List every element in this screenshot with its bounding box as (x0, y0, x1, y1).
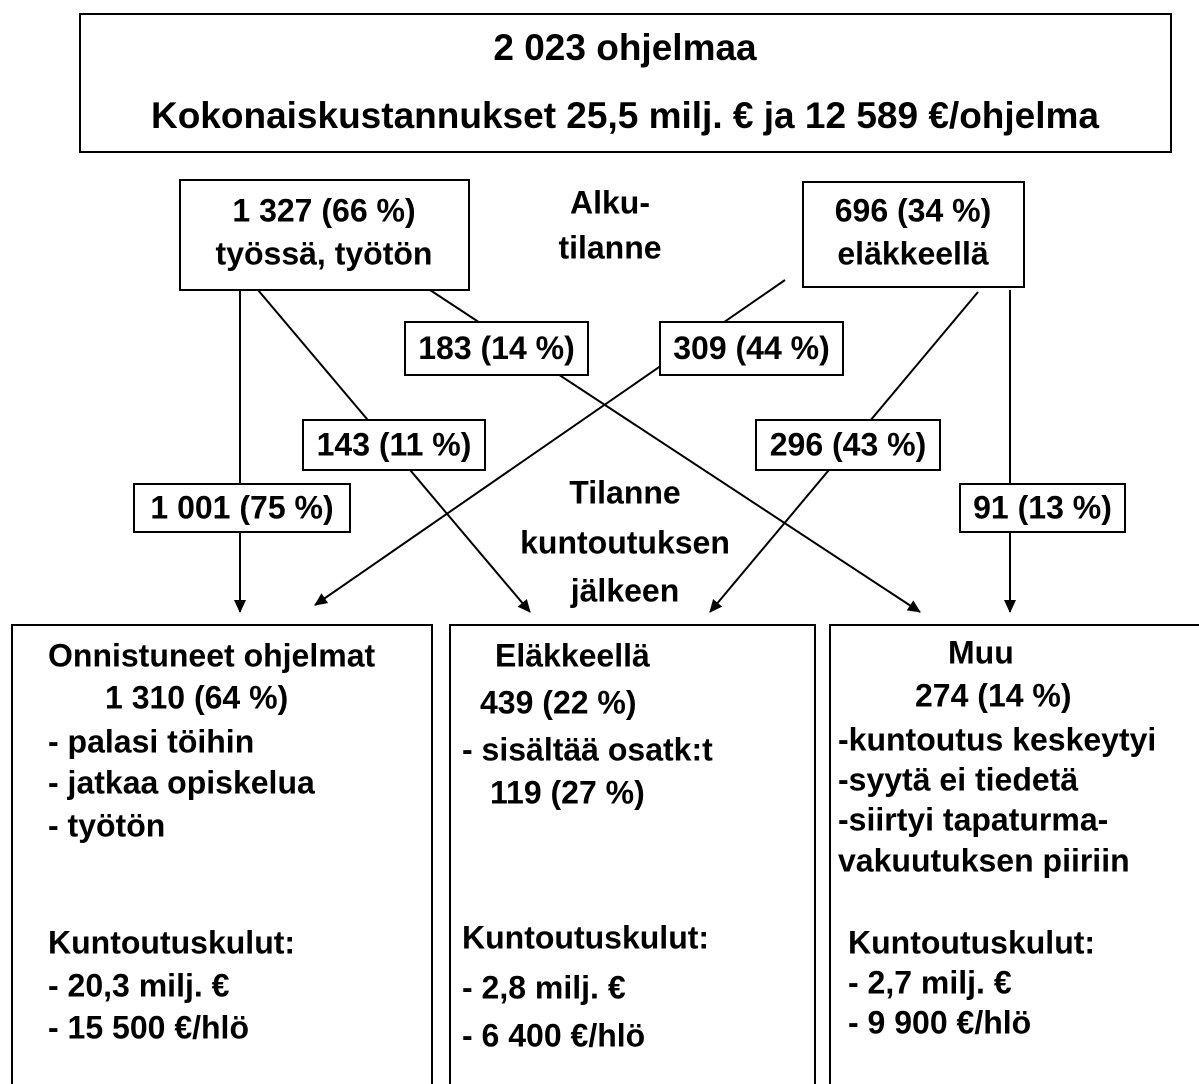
start-node-text: eläkkeellä (837, 235, 988, 271)
cost-item: - 2,8 milj. € (462, 969, 626, 1005)
outcome-count: 1 310 (64 %) (105, 679, 288, 715)
edge-label: 91 (13 %) (973, 489, 1112, 525)
header-line: 2 023 ohjelmaa (493, 27, 757, 68)
outcome-count: 439 (22 %) (480, 684, 637, 720)
outcome-count: 274 (14 %) (915, 677, 1072, 713)
cost-heading: Kuntoutuskulut: (848, 924, 1095, 960)
edge-label-box (959, 483, 1126, 533)
start-node (802, 181, 1025, 288)
outcome-title: Eläkkeellä (495, 637, 650, 673)
outcome-item: 119 (27 %) (490, 774, 645, 810)
edge-label-box (302, 419, 486, 471)
edge-label-box (755, 419, 941, 471)
edge-label: 309 (44 %) (673, 330, 830, 366)
end-label: Tilanne (569, 474, 680, 510)
cost-item: - 9 900 €/hlö (848, 1004, 1031, 1040)
cost-item: - 2,7 milj. € (848, 964, 1012, 1000)
edge-label: 296 (43 %) (770, 426, 927, 462)
end-label: jälkeen (570, 572, 680, 608)
start-label: tilanne (558, 229, 661, 265)
start-node-text: 1 327 (66 %) (232, 192, 415, 228)
header-line: Kokonaiskustannukset 25,5 milj. € ja 12 … (151, 95, 1099, 136)
edge-label: 143 (11 %) (317, 426, 472, 462)
cost-item: - 6 400 €/hlö (462, 1017, 645, 1053)
outcome-item: -kuntoutus keskeytyi (838, 721, 1156, 757)
outcome-item: - jatkaa opiskelua (48, 764, 315, 800)
end-label: kuntoutuksen (520, 524, 730, 560)
outcome-item: vakuutuksen piiriin (838, 842, 1130, 878)
outcome-item: -syytä ei tiedetä (838, 761, 1078, 797)
start-label: Alku- (570, 184, 650, 220)
edge-labels: 183 (14 %) 309 (44 %) 143 (11 %) 296 (43 %)… (133, 321, 1126, 533)
cost-item: - 15 500 €/hlö (48, 1009, 249, 1045)
outcome-title: Muu (948, 634, 1014, 670)
outcome-item: - työtön (48, 807, 165, 843)
cost-item: - 20,3 milj. € (48, 967, 230, 1003)
edge-label-box (659, 321, 844, 376)
start-node-text: työssä, työtön (216, 235, 433, 271)
edge-label: 183 (14 %) (418, 330, 575, 366)
cost-heading: Kuntoutuskulut: (48, 924, 295, 960)
edge-label-box (133, 483, 351, 533)
outcome-title: Onnistuneet ohjelmat (48, 637, 375, 673)
outcome-item: - palasi töihin (48, 723, 254, 759)
edge-label: 1 001 (75 %) (150, 489, 333, 525)
edge-label-box (404, 321, 589, 376)
start-node-text: 696 (34 %) (835, 192, 992, 228)
outcomes: Onnistuneet ohjelmat 1 310 (64 %) - palasi… (48, 634, 1156, 1053)
outcome-item: - sisältää osatk:t (462, 731, 713, 767)
start-node (179, 179, 470, 291)
header-box (79, 13, 1172, 153)
outcome-item: -siirtyi tapaturma- (838, 801, 1108, 837)
outcome-box (829, 624, 1199, 1084)
outcome-box (11, 624, 433, 1084)
outcome-box (449, 624, 816, 1084)
cost-heading: Kuntoutuskulut: (462, 919, 709, 955)
